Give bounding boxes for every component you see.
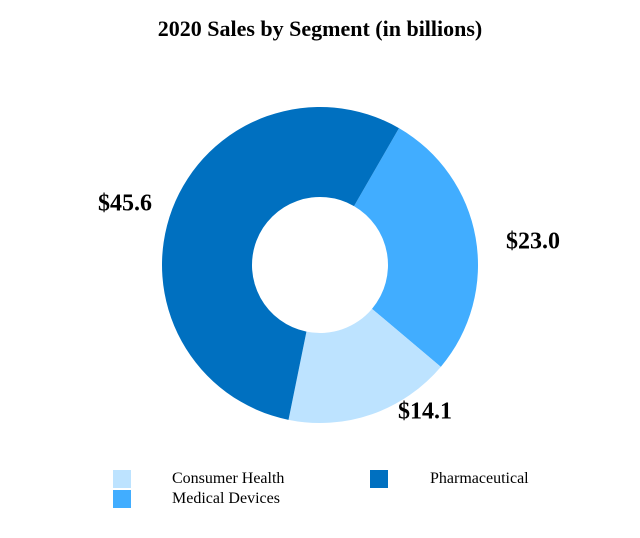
data-label-consumer-health: $14.1: [398, 399, 452, 425]
slice-consumer-health: [288, 308, 441, 423]
chart-title: 2020 Sales by Segment (in billions): [157, 16, 483, 41]
legend-label-medical-devices: Medical Devices: [172, 490, 280, 507]
legend-label-consumer-health: Consumer Health: [172, 470, 285, 487]
legend-swatch-pharmaceutical: [370, 470, 388, 488]
legend-label-pharmaceutical: Pharmaceutical: [430, 470, 529, 487]
slice-medical-devices: [354, 128, 478, 367]
data-label-pharmaceutical: $45.6: [98, 191, 152, 217]
legend-swatch-consumer-health: [113, 470, 131, 488]
data-label-medical-devices: $23.0: [506, 229, 560, 255]
slice-pharmaceutical: [162, 107, 399, 420]
legend-swatch-medical-devices: [113, 490, 131, 508]
